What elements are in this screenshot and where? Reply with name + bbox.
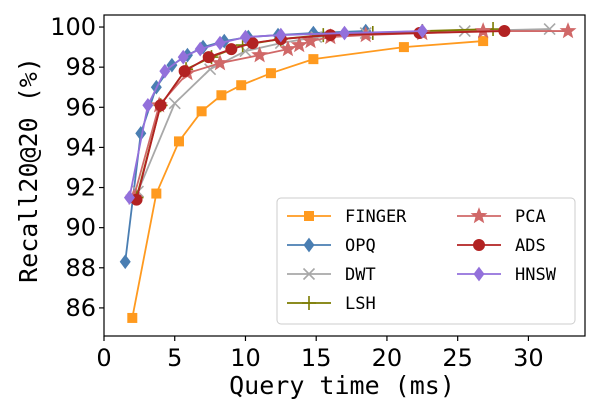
series-layer	[119, 22, 577, 323]
x-tick-label: 25	[442, 344, 473, 372]
data-point-finger	[216, 90, 227, 101]
legend-marker-ads	[473, 239, 485, 251]
legend-entry-ads: ADS	[457, 236, 546, 256]
legend-entry-lsh: LSH	[287, 294, 376, 314]
data-point-finger	[478, 36, 489, 47]
legend-entry-pca: PCA	[457, 207, 546, 227]
legend-entry-opq: OPQ	[287, 236, 376, 256]
data-point-finger	[151, 188, 162, 199]
data-point-hnsw	[194, 41, 206, 57]
data-point-hnsw	[275, 27, 287, 43]
plot-frame	[103, 14, 586, 337]
data-point-pca	[302, 32, 320, 49]
y-tick-label: 90	[65, 214, 96, 242]
x-tick-label: 20	[372, 344, 403, 372]
data-point-pca	[279, 40, 297, 57]
y-tick-label: 100	[50, 13, 96, 41]
data-point-hnsw	[416, 23, 428, 39]
legend-label-finger: FINGER	[345, 207, 407, 227]
y-tick-label: 96	[65, 93, 96, 121]
data-point-finger	[398, 42, 409, 53]
data-point-hnsw	[123, 190, 135, 205]
data-point-pca	[211, 54, 229, 71]
legend-marker-dwt	[302, 267, 316, 281]
legend-box	[276, 197, 576, 325]
legend-marker-hnsw	[473, 266, 485, 282]
data-point-finger	[308, 54, 319, 65]
x-tick-label: 10	[230, 344, 261, 372]
series-line-finger	[131, 40, 484, 319]
data-point-finger	[173, 136, 184, 147]
data-point-ads	[178, 65, 191, 78]
legend-entry-hnsw: HNSW	[457, 265, 557, 285]
data-point-finger	[196, 106, 207, 117]
data-point-hnsw	[142, 97, 154, 113]
y-tick-label: 94	[65, 133, 96, 161]
series-hnsw	[123, 23, 428, 205]
data-point-hnsw	[239, 29, 251, 45]
y-tick-label: 88	[65, 254, 96, 282]
data-point-finger	[236, 80, 247, 91]
legend-label-opq: OPQ	[345, 236, 376, 256]
data-point-finger	[127, 312, 138, 323]
legend: FINGER OPQ DWT LSH PCA ADS HNSW	[276, 197, 576, 325]
data-point-pca	[251, 46, 269, 63]
data-point-ads	[202, 51, 215, 64]
legend-marker-opq	[303, 237, 315, 253]
x-axis-label: Query time (ms)	[229, 371, 455, 400]
data-point-ads	[498, 25, 511, 38]
data-point-ads	[154, 99, 167, 112]
x-tick-label: 0	[96, 344, 111, 372]
series-finger	[127, 36, 489, 323]
data-point-hnsw	[214, 35, 226, 51]
legend-entry-finger: FINGER	[287, 207, 407, 227]
data-point-ads	[225, 43, 238, 56]
data-point-hnsw	[159, 63, 171, 79]
data-point-dwt	[168, 97, 181, 110]
data-point-ads	[324, 29, 337, 42]
legend-label-pca: PCA	[515, 207, 546, 227]
series-line-ads	[135, 30, 505, 200]
x-tick-label: 30	[513, 344, 544, 372]
y-axis-label: Recall20@20 (%)	[14, 57, 43, 283]
legend-label-ads: ADS	[515, 236, 546, 256]
data-point-pca	[290, 36, 308, 53]
legend-entry-dwt: DWT	[287, 265, 376, 285]
axes-layer: 0 5 10 15 20 25 30 86 88 90 92 94 96 98 100	[50, 13, 586, 372]
y-tick-label: 92	[65, 174, 96, 202]
y-tick-label: 86	[65, 294, 96, 322]
data-point-pca	[559, 22, 577, 39]
data-point-opq	[119, 254, 131, 270]
series-line-hnsw	[128, 30, 423, 198]
data-point-hnsw	[339, 25, 350, 41]
legend-marker-finger	[304, 211, 314, 221]
legend-label-dwt: DWT	[345, 265, 376, 285]
data-point-dwt	[543, 22, 556, 36]
legend-marker-pca	[470, 207, 488, 224]
legend-marker-lsh	[302, 296, 316, 310]
data-point-pca	[474, 22, 492, 39]
data-point-finger	[265, 68, 276, 79]
data-point-hnsw	[177, 49, 189, 65]
y-tick-label: 98	[65, 53, 96, 81]
x-tick-label: 5	[167, 344, 182, 372]
x-tick-label: 15	[301, 344, 332, 372]
legend-label-hnsw: HNSW	[515, 265, 557, 285]
data-point-ads	[246, 37, 259, 50]
legend-label-lsh: LSH	[345, 294, 376, 314]
